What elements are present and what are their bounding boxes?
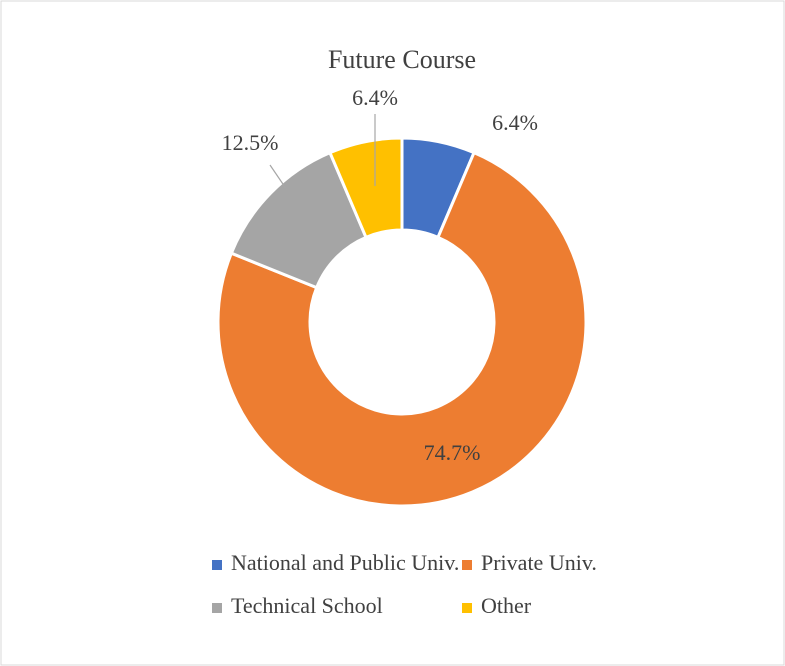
donut-slice (328, 136, 404, 240)
chart-title: Future Course (328, 45, 476, 74)
data-label: 6.4% (492, 110, 538, 135)
donut-slice (216, 150, 588, 508)
legend-swatch (212, 603, 222, 613)
data-label: 6.4% (352, 85, 398, 110)
legend-swatch (212, 560, 222, 570)
legend-label: National and Public Univ. (231, 550, 459, 575)
legend-label: Other (481, 593, 532, 618)
legend-label: Private Univ. (481, 550, 597, 575)
legend-label: Technical School (231, 593, 383, 618)
data-label: 12.5% (222, 130, 279, 155)
legend-swatch (462, 603, 472, 613)
legend-swatch (462, 560, 472, 570)
leader-line (269, 164, 288, 191)
data-label: 74.7% (424, 440, 481, 465)
